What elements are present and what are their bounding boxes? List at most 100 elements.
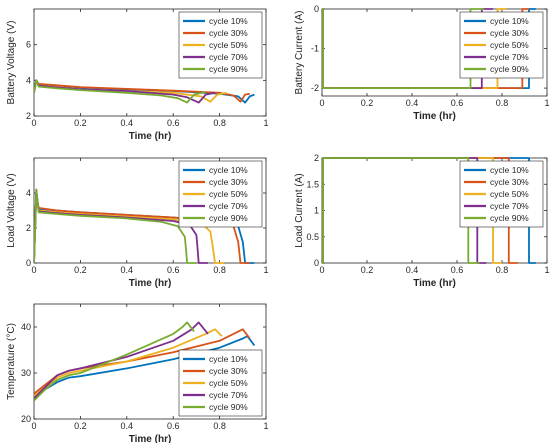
series-line-1 [34, 335, 256, 400]
y-axis-label: Load Voltage (V) [6, 173, 17, 248]
legend-entry: cycle 70% [209, 390, 248, 400]
x-tick-label: 0.2 [74, 421, 87, 431]
legend-entry: cycle 50% [209, 40, 248, 50]
legend-entry: cycle 10% [490, 16, 529, 26]
legend-entry: cycle 10% [490, 165, 529, 175]
y-tick-label: 4 [26, 188, 31, 198]
x-tick-label: 0.2 [74, 265, 87, 275]
chart-2: 0 0.2 0.4 0.6 0.8 1 -2 -1 0 Time (hr) Battery Curr… [294, 4, 550, 122]
y-tick-label: 30 [21, 368, 31, 378]
legend-entry: cycle 90% [490, 64, 529, 74]
legend-entry: cycle 70% [209, 201, 248, 211]
legend-entry: cycle 50% [209, 189, 248, 199]
legend: cycle 10% cycle 30% cycle 50% cycle 70% cycl… [459, 11, 544, 79]
y-tick-label: 0 [26, 258, 31, 268]
legend: cycle 10% cycle 30% cycle 50% cycle 70% cycl… [459, 160, 544, 228]
x-tick-label: 0.2 [361, 98, 374, 108]
y-tick-label: 0.5 [306, 232, 319, 242]
x-tick-label: 0.8 [496, 98, 509, 108]
legend-entry: cycle 30% [209, 366, 248, 376]
legend-entry: cycle 70% [490, 52, 529, 62]
legend: cycle 10% cycle 30% cycle 50% cycle 70% cycl… [178, 160, 263, 228]
x-tick-label: 0.4 [121, 421, 134, 431]
legend-box [178, 349, 263, 417]
chart-3: 0 0.2 0.4 0.6 0.8 1 0 2 4 Time (hr) Load Voltage (… [6, 157, 269, 289]
x-axis-label: Time (hr) [129, 131, 172, 142]
x-tick-label: 0.6 [451, 265, 464, 275]
x-tick-label: 0.4 [406, 98, 419, 108]
y-tick-label: 2 [26, 223, 31, 233]
chart-1: 0 0.2 0.4 0.6 0.8 1 2 4 6 Time (hr) Battery Voltag… [6, 8, 269, 142]
y-axis-label: Load Current (A) [294, 173, 305, 247]
legend-box [178, 11, 263, 79]
y-tick-label: -1 [311, 44, 319, 54]
x-tick-label: 1 [263, 118, 268, 128]
y-tick-label: 1 [314, 206, 319, 216]
legend-entry: cycle 10% [209, 165, 248, 175]
legend-entry: cycle 30% [490, 28, 529, 38]
x-tick-label: 0.6 [167, 118, 180, 128]
x-tick-label: 0.2 [361, 265, 374, 275]
x-tick-label: 0.4 [121, 118, 134, 128]
x-tick-label: 1 [263, 421, 268, 431]
x-tick-label: 0.4 [121, 265, 134, 275]
y-tick-label: 6 [26, 40, 31, 50]
legend-entry: cycle 90% [209, 213, 248, 223]
legend-entry: cycle 10% [209, 354, 248, 364]
y-tick-label: -2 [311, 83, 319, 93]
x-tick-label: 0 [319, 265, 324, 275]
y-axis-label: Battery Voltage (V) [6, 21, 17, 105]
x-tick-label: 0.8 [213, 421, 226, 431]
series-line-5 [322, 8, 484, 89]
legend-entry: cycle 10% [209, 16, 248, 26]
y-tick-label: 0 [314, 258, 319, 268]
x-tick-label: 0 [31, 265, 36, 275]
legend-entry: cycle 50% [490, 40, 529, 50]
y-axis-label: Battery Current (A) [294, 11, 305, 95]
legend-entry: cycle 90% [209, 64, 248, 74]
x-tick-label: 0.6 [167, 421, 180, 431]
y-tick-label: 0 [314, 4, 319, 14]
legend: cycle 10% cycle 30% cycle 50% cycle 70% cycl… [178, 349, 263, 417]
series-line-5 [34, 321, 195, 402]
x-tick-label: 1 [263, 265, 268, 275]
y-tick-label: 2 [26, 111, 31, 121]
x-tick-label: 0.8 [213, 118, 226, 128]
x-tick-label: 1 [544, 98, 549, 108]
x-axis-label: Time (hr) [129, 434, 172, 443]
y-tick-label: 40 [21, 322, 31, 332]
x-tick-label: 0.4 [406, 265, 419, 275]
x-tick-label: 0.6 [451, 98, 464, 108]
x-tick-label: 0.2 [74, 118, 87, 128]
series-line-5 [34, 79, 206, 104]
x-tick-label: 1 [544, 265, 549, 275]
legend: cycle 10% cycle 30% cycle 50% cycle 70% cycl… [178, 11, 263, 79]
legend-entry: cycle 70% [490, 201, 529, 211]
legend-entry: cycle 30% [209, 28, 248, 38]
x-axis-label: Time (hr) [129, 278, 172, 289]
series-line-5 [322, 157, 480, 264]
x-axis-label: Time (hr) [413, 111, 456, 122]
chart-4: 0 0.2 0.4 0.6 0.8 1 0 0.5 1 1.5 2 Time (hr) Load Cur… [294, 153, 550, 289]
x-tick-label: 0.8 [213, 265, 226, 275]
legend-entry: cycle 90% [209, 402, 248, 412]
x-tick-label: 0.8 [496, 265, 509, 275]
legend-entry: cycle 70% [209, 52, 248, 62]
legend-entry: cycle 90% [490, 213, 529, 223]
x-tick-label: 0 [31, 118, 36, 128]
y-tick-label: 1.5 [306, 179, 319, 189]
legend-entry: cycle 30% [209, 177, 248, 187]
legend-entry: cycle 50% [209, 378, 248, 388]
series-line-4 [34, 321, 209, 399]
x-tick-label: 0 [319, 98, 324, 108]
y-tick-label: 20 [21, 414, 31, 424]
x-tick-label: 0.6 [167, 265, 180, 275]
x-axis-label: Time (hr) [413, 278, 456, 289]
y-axis-label: Temperature (°C) [6, 323, 17, 400]
x-tick-label: 0 [31, 421, 36, 431]
legend-entry: cycle 30% [490, 177, 529, 187]
y-tick-label: 4 [26, 75, 31, 85]
legend-entry: cycle 50% [490, 189, 529, 199]
chart-5: 0 0.2 0.4 0.6 0.8 1 20 30 40 Time (hr) Temperature… [6, 303, 269, 443]
